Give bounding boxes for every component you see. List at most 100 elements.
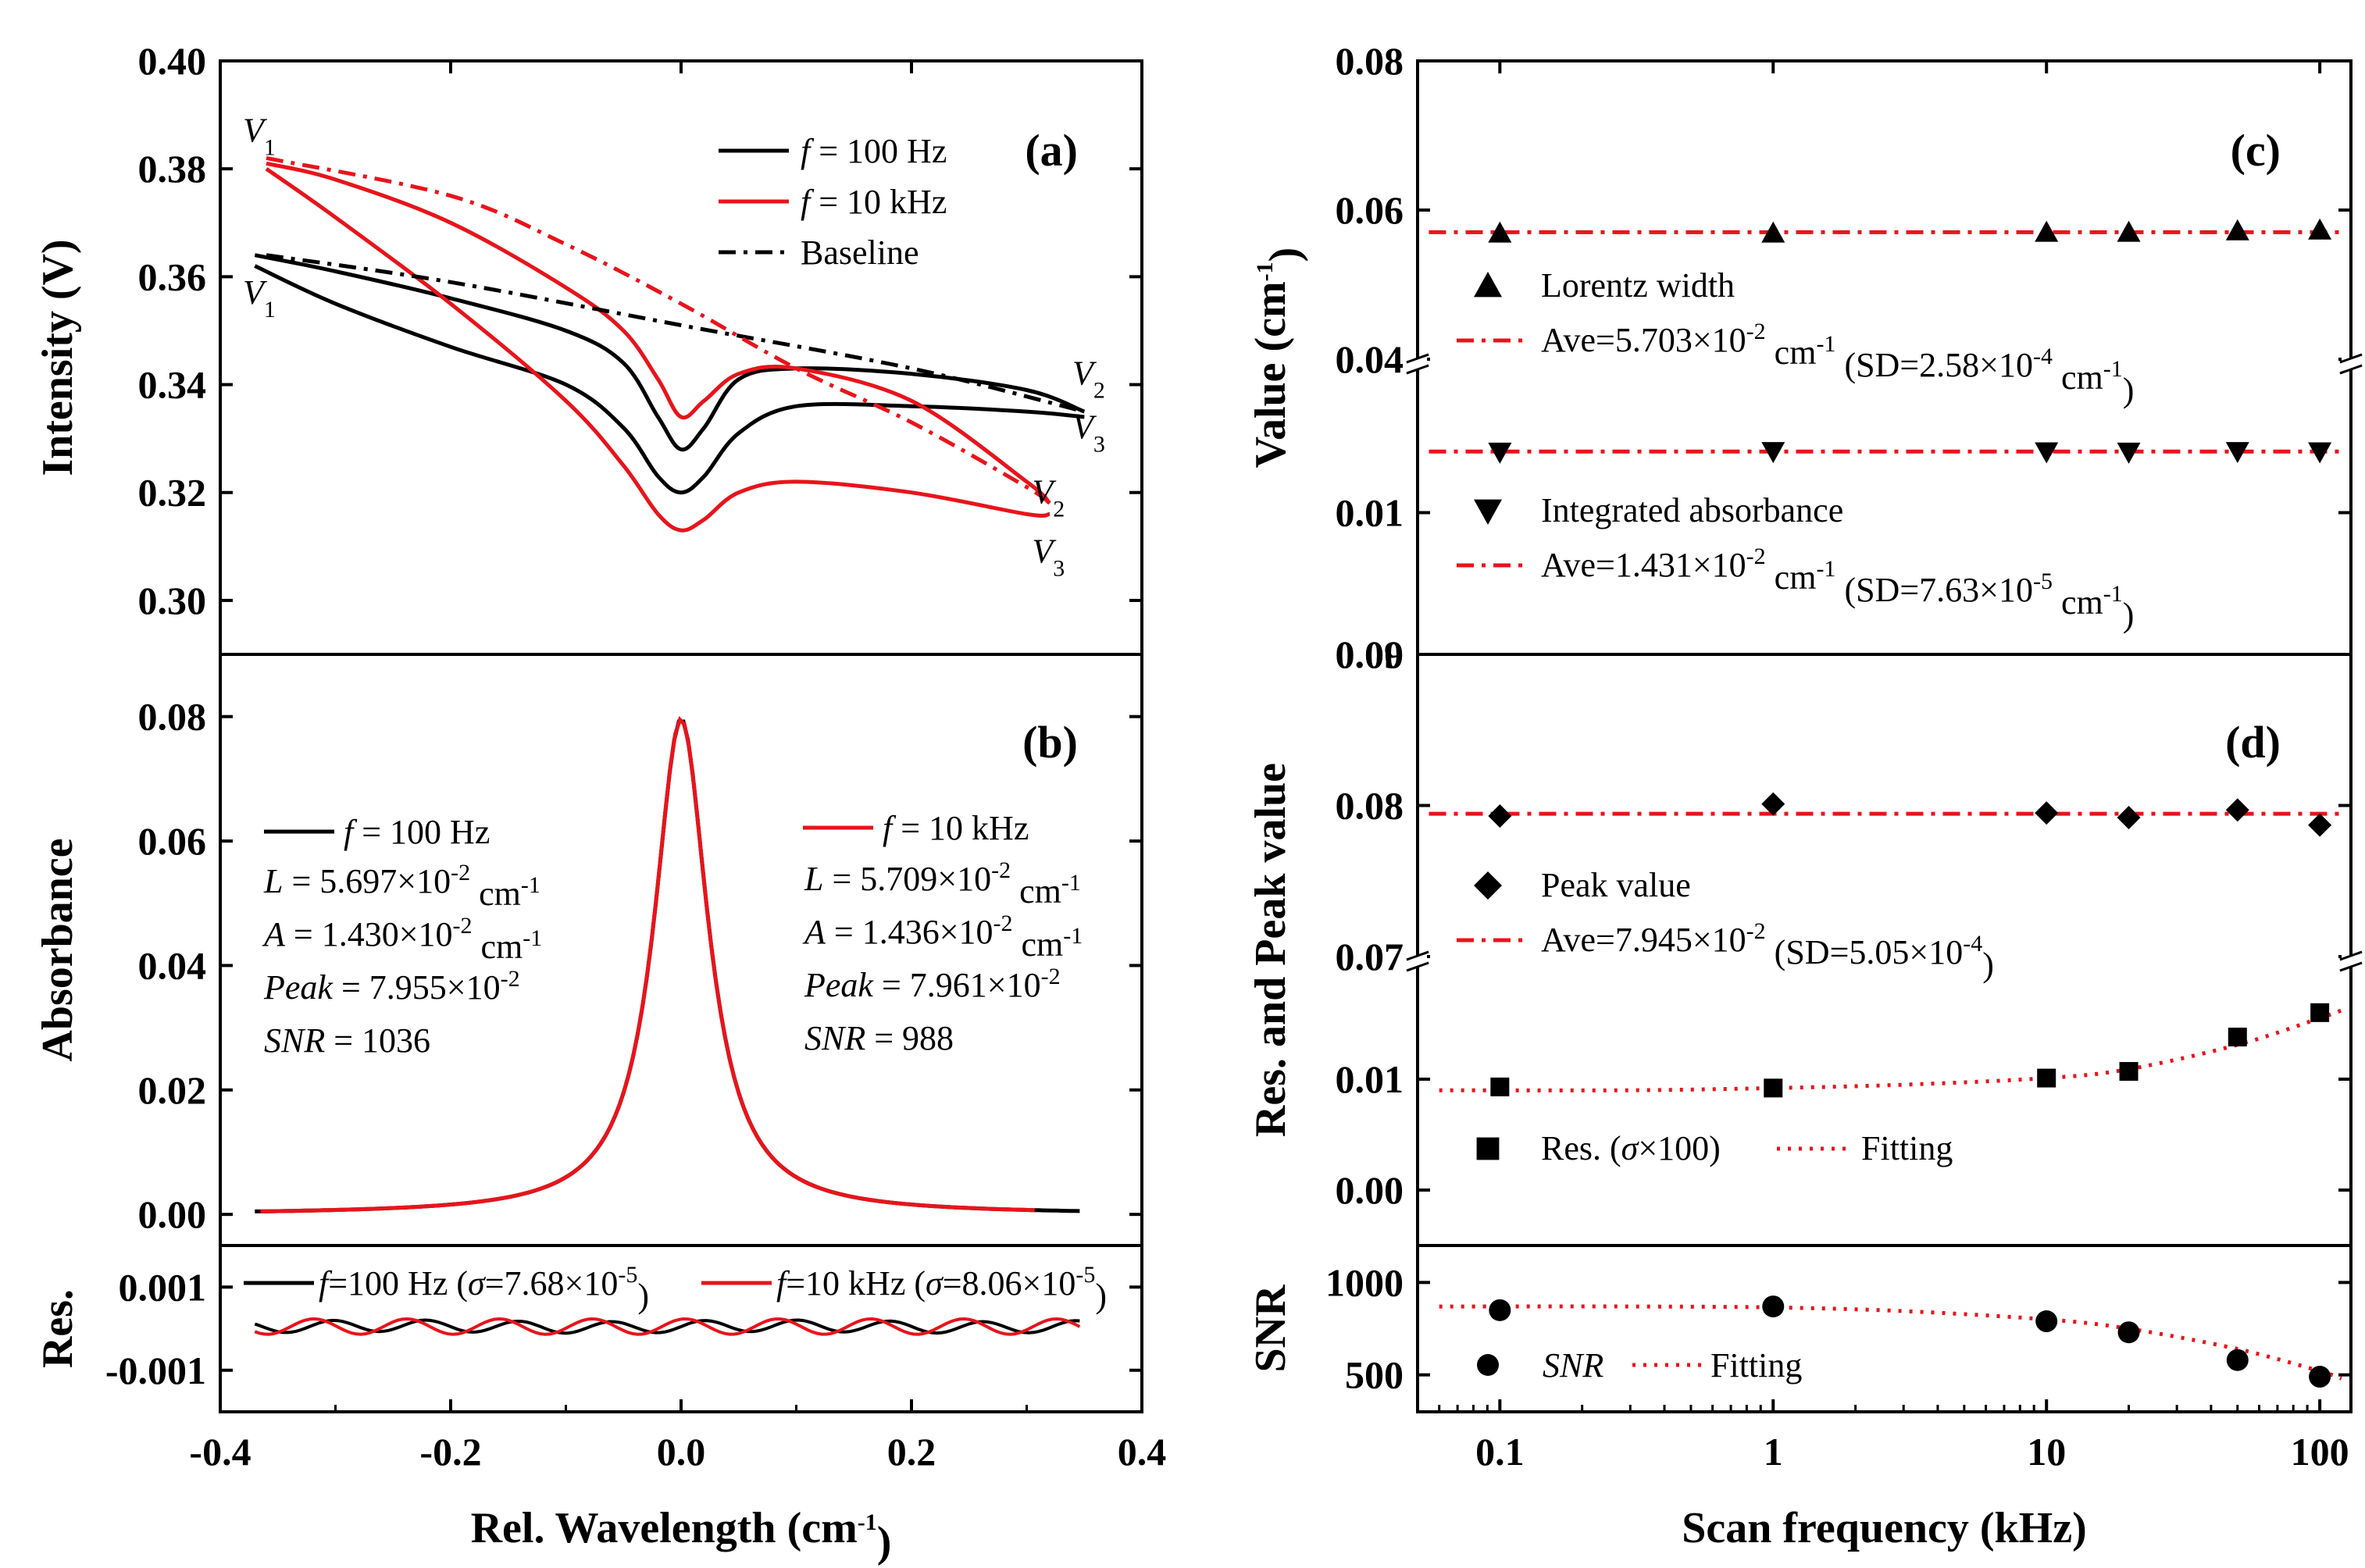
d-upper-ytick-label: 0.09 bbox=[1336, 633, 1404, 676]
a-ylabel: Intensity (V) bbox=[34, 239, 82, 476]
c-axis-break bbox=[1406, 353, 1429, 364]
a-ytick-label: 0.40 bbox=[138, 39, 207, 83]
res-xlabel: Rel. Wavelength (cm-1) bbox=[471, 1504, 892, 1566]
res-xtick-label: -0.2 bbox=[419, 1430, 481, 1474]
c-point-lorentz bbox=[2035, 220, 2059, 242]
d-legend-label: Peak value bbox=[1541, 866, 1691, 904]
res-legend-label: f=10 kHz (σ=8.06×10-5) bbox=[776, 1262, 1107, 1316]
a-point-label: V1 bbox=[243, 273, 276, 323]
c-point-lorentz bbox=[2117, 220, 2141, 242]
d-point-res bbox=[1764, 1078, 1783, 1098]
snr-xtick-label: 100 bbox=[2291, 1430, 2349, 1474]
d-axis-break bbox=[1406, 961, 1429, 972]
c-point-lorentz bbox=[2225, 219, 2249, 241]
b-param-10khz: SNR = 988 bbox=[804, 1019, 954, 1057]
right-plot-frame bbox=[1416, 59, 2353, 1413]
c-upper-ytick-label: 0.06 bbox=[1336, 188, 1404, 232]
res-xtick-label: -0.4 bbox=[189, 1430, 251, 1474]
snr-point bbox=[2117, 1321, 2140, 1344]
res-legend-label: f=100 Hz (σ=7.68×10-5) bbox=[319, 1262, 649, 1316]
res-ylabel: Res. bbox=[34, 1289, 82, 1368]
c-lower-ytick-label: 0.01 bbox=[1336, 491, 1404, 535]
a-point-label: V2 bbox=[1032, 473, 1065, 522]
left-plot-frame bbox=[219, 59, 1143, 1413]
c-legend-label: Lorentz width bbox=[1541, 266, 1735, 305]
a-series-line bbox=[266, 155, 1051, 505]
b-param-100hz: L = 5.697×10-2 cm-1 bbox=[263, 860, 540, 914]
a-series-line bbox=[265, 167, 1051, 533]
a-series-line bbox=[254, 264, 1085, 495]
a-ytick-label: 0.38 bbox=[138, 147, 207, 191]
res-xtick-label: 0.0 bbox=[657, 1430, 706, 1474]
a-legend-label: Baseline bbox=[801, 233, 919, 272]
c-legend-label: Ave=1.431×10-2 cm-1 (SD=7.63×10-5 cm-1) bbox=[1541, 543, 2134, 635]
a-legend-label: f = 10 kHz bbox=[801, 183, 947, 221]
c-point-integrated bbox=[2035, 442, 2059, 464]
b-param-10khz: A = 1.436×10-2 cm-1 bbox=[802, 911, 1083, 964]
d-ylabel: Res. and Peak value bbox=[1247, 763, 1295, 1137]
a-ytick-label: 0.32 bbox=[138, 471, 207, 515]
res-xtick-label: 0.4 bbox=[1118, 1430, 1167, 1474]
res-xtick-label: 0.2 bbox=[887, 1430, 936, 1474]
d-legend-label: Fitting bbox=[1861, 1129, 1953, 1167]
snr-ytick-label: 1000 bbox=[1325, 1260, 1404, 1304]
d-panel-label: (d) bbox=[2225, 717, 2281, 768]
c-point-integrated bbox=[1761, 442, 1785, 464]
a-series-line bbox=[254, 253, 1086, 452]
b-panel-label: (b) bbox=[1022, 717, 1078, 768]
d-point-res bbox=[2119, 1062, 2138, 1082]
c-axis-break bbox=[2339, 353, 2363, 364]
snr-ytick-label: 500 bbox=[1345, 1353, 1404, 1397]
d-upper-ytick-label: 0.07 bbox=[1336, 935, 1404, 978]
d-legend-label: Ave=7.945×10-2 (SD=5.05×10-4) bbox=[1541, 918, 1994, 985]
res-ytick-label: 0.001 bbox=[119, 1265, 207, 1309]
c-legend-label: Integrated absorbance bbox=[1541, 491, 1843, 529]
a-point-label: V3 bbox=[1032, 533, 1065, 582]
c-point-integrated bbox=[2225, 442, 2249, 464]
snr-legend-label: Fitting bbox=[1710, 1346, 1802, 1384]
b-param-100hz: A = 1.430×10-2 cm-1 bbox=[262, 913, 542, 967]
a-ytick-label: 0.36 bbox=[138, 255, 207, 298]
snr-xtick-label: 1 bbox=[1764, 1430, 1783, 1474]
a-series-line bbox=[266, 161, 1051, 505]
d-point-peak bbox=[2308, 813, 2332, 837]
b-legend-label: f = 10 kHz bbox=[883, 809, 1029, 847]
c-point-lorentz bbox=[1761, 221, 1785, 243]
c-point-lorentz bbox=[2308, 218, 2332, 240]
d-point-res bbox=[2228, 1028, 2247, 1047]
d-lower-ytick-label: 0.01 bbox=[1336, 1057, 1404, 1101]
d-axis-break bbox=[1406, 950, 1429, 961]
b-param-100hz: Peak = 7.955×10-2 bbox=[263, 966, 520, 1007]
b-param-100hz: SNR = 1036 bbox=[264, 1021, 430, 1060]
b-ytick-label: 0.00 bbox=[138, 1192, 207, 1236]
c-panel-label: (c) bbox=[2231, 125, 2281, 176]
a-series-line bbox=[266, 253, 1085, 414]
snr-xtick-label: 10 bbox=[2027, 1430, 2066, 1474]
a-panel-label: (a) bbox=[1025, 125, 1078, 176]
d-point-res bbox=[2310, 1003, 2330, 1022]
d-point-peak bbox=[2035, 801, 2059, 825]
a-point-label: V2 bbox=[1072, 355, 1105, 403]
d-point-res bbox=[2037, 1068, 2056, 1088]
snr-xtick-label: 0.1 bbox=[1475, 1430, 1525, 1474]
d-axis-break bbox=[2339, 950, 2363, 961]
snr-point bbox=[2035, 1310, 2058, 1333]
b-param-10khz: Peak = 7.961×10-2 bbox=[804, 964, 1061, 1005]
c-point-integrated bbox=[2308, 442, 2332, 464]
d-lower-ytick-label: 0.00 bbox=[1336, 1168, 1404, 1212]
d-point-peak bbox=[1488, 804, 1512, 829]
b-legend-label: f = 100 Hz bbox=[344, 813, 490, 851]
a-point-label: V3 bbox=[1072, 408, 1105, 458]
d-point-peak bbox=[2117, 805, 2141, 829]
res-series-line bbox=[254, 1317, 1081, 1336]
c-lower-ytick-label: 0.00 bbox=[1336, 633, 1404, 676]
d-fit-line bbox=[1439, 1008, 2342, 1092]
d-upper-ytick-label: 0.08 bbox=[1336, 784, 1404, 828]
res-ytick-label: -0.001 bbox=[105, 1349, 206, 1392]
b-ylabel: Absorbance bbox=[34, 838, 82, 1061]
d-point-peak bbox=[1761, 792, 1785, 816]
res-series-line bbox=[254, 1318, 1080, 1335]
a-ytick-label: 0.30 bbox=[138, 579, 207, 622]
b-ytick-label: 0.06 bbox=[138, 819, 207, 863]
